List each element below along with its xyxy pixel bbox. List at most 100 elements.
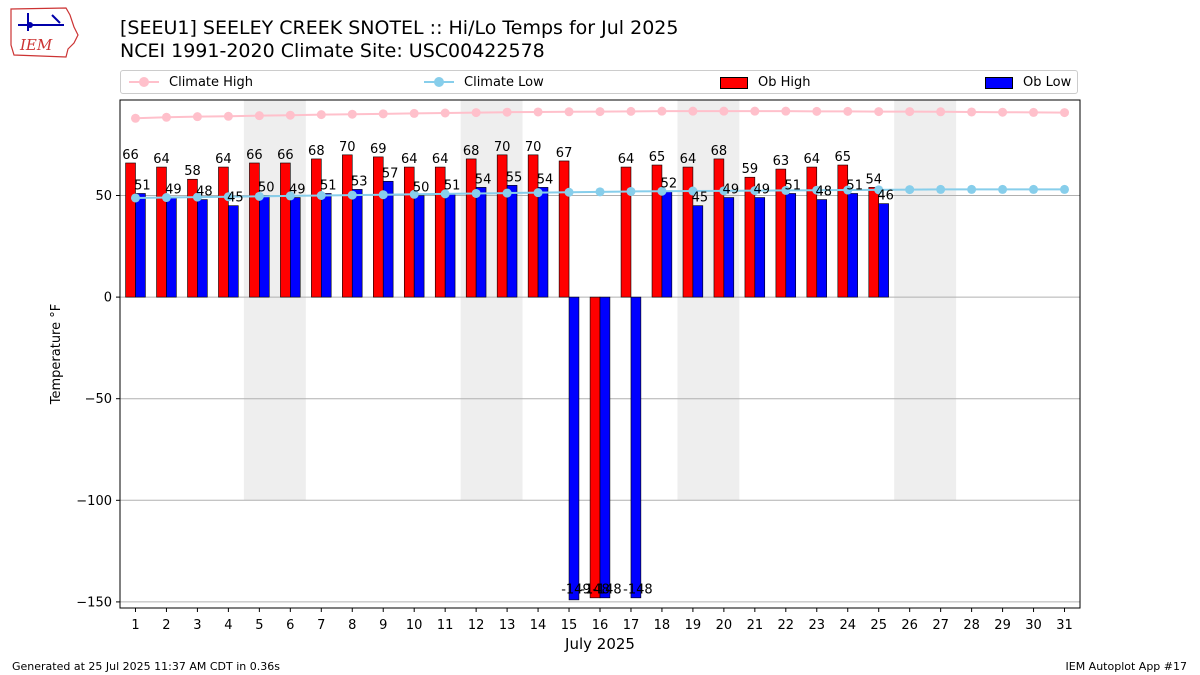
x-tick-label: 10 bbox=[406, 618, 423, 633]
climate-high-point bbox=[719, 106, 729, 116]
ob-low-label: 57 bbox=[382, 166, 399, 181]
x-tick-label: 11 bbox=[437, 618, 454, 633]
x-tick-label: 7 bbox=[317, 618, 325, 633]
x-tick-label: 24 bbox=[839, 618, 856, 633]
ob-high-label: 59 bbox=[742, 162, 759, 177]
ob-high-label: 64 bbox=[153, 152, 170, 167]
ob-high-bar bbox=[620, 166, 632, 298]
ob-low-label: 50 bbox=[258, 181, 275, 196]
ob-high-label: 64 bbox=[401, 152, 418, 167]
ob-low-bar bbox=[259, 195, 270, 298]
x-tick-label: 28 bbox=[963, 618, 980, 633]
climate-low-point bbox=[1060, 184, 1070, 194]
ob-high-bar bbox=[218, 166, 229, 298]
climate-low-point bbox=[254, 191, 264, 201]
y-tick-label: −100 bbox=[76, 494, 112, 509]
x-tick-label: 29 bbox=[994, 618, 1011, 633]
ob-low-label: 46 bbox=[877, 189, 894, 204]
climate-high-point bbox=[130, 113, 140, 123]
ob-high-label: -148 bbox=[580, 583, 610, 598]
ob-low-label: -148 bbox=[592, 583, 622, 598]
climate-low-point bbox=[130, 193, 140, 203]
weekend-band bbox=[677, 100, 740, 501]
x-tick-label: 13 bbox=[499, 618, 516, 633]
climate-high-point bbox=[905, 107, 915, 117]
ob-high-bar bbox=[682, 166, 694, 298]
climate-high-point bbox=[223, 111, 233, 121]
ob-high-bar bbox=[558, 160, 570, 298]
climate-high-point bbox=[471, 108, 481, 118]
climate-high-point bbox=[1060, 108, 1070, 118]
climate-high-point bbox=[502, 107, 512, 117]
y-tick-label: 0 bbox=[104, 291, 112, 306]
ob-low-bar bbox=[661, 191, 673, 298]
ob-low-bar bbox=[290, 197, 301, 298]
climate-high-point bbox=[688, 106, 698, 116]
climate-high-point bbox=[998, 107, 1008, 117]
climate-high-point bbox=[316, 110, 326, 120]
ob-high-label: 54 bbox=[865, 172, 882, 187]
climate-low-point bbox=[347, 190, 357, 200]
x-tick-label: 6 bbox=[286, 618, 294, 633]
ob-low-label: -149 bbox=[561, 583, 591, 598]
ob-low-bar bbox=[506, 185, 518, 298]
ob-high-label: 64 bbox=[804, 152, 821, 167]
ob-low-bar bbox=[816, 199, 827, 298]
ob-low-bar bbox=[630, 296, 642, 599]
climate-low-point bbox=[564, 187, 574, 197]
ob-high-swatch bbox=[718, 75, 748, 89]
ob-low-label: 48 bbox=[815, 185, 832, 200]
climate-high-point bbox=[409, 108, 419, 118]
footer-app-text: IEM Autoplot App #17 bbox=[1065, 660, 1188, 673]
ob-high-bar bbox=[589, 296, 601, 599]
ob-high-label: 67 bbox=[556, 146, 573, 161]
ob-low-bar bbox=[568, 296, 580, 601]
ob-high-label: 65 bbox=[649, 150, 666, 165]
ob-low-label: 49 bbox=[723, 183, 740, 198]
climate-low-point bbox=[192, 192, 202, 202]
climate-low-point bbox=[781, 185, 791, 195]
chart-title: [SEEU1] SEELEY CREEK SNOTEL :: Hi/Lo Tem… bbox=[120, 17, 679, 39]
ob-high-label: 66 bbox=[246, 148, 263, 163]
chart-subtitle: NCEI 1991-2020 Climate Site: USC00422578 bbox=[120, 40, 545, 62]
ob-low-bar bbox=[444, 193, 456, 298]
ob-low-bar bbox=[197, 199, 208, 298]
ob-high-label: 64 bbox=[432, 152, 449, 167]
climate-low-point bbox=[812, 185, 822, 195]
legend-label: Climate High bbox=[169, 74, 254, 90]
weekend-band bbox=[894, 100, 957, 501]
climate-high-point bbox=[161, 112, 171, 122]
ob-low-label: 51 bbox=[784, 178, 801, 193]
climate-high-point bbox=[595, 107, 605, 117]
ob-low-label: 45 bbox=[692, 191, 709, 206]
legend-label: Climate Low bbox=[464, 74, 544, 90]
climate-high-point bbox=[533, 107, 543, 117]
ob-high-label: 65 bbox=[835, 150, 852, 165]
climate-high-point bbox=[564, 107, 574, 117]
ob-low-bar bbox=[382, 180, 394, 298]
ob-high-label: 68 bbox=[308, 144, 325, 159]
ob-high-bar bbox=[713, 158, 725, 298]
climate-low-point bbox=[750, 186, 760, 196]
ob-low-label: 51 bbox=[846, 178, 863, 193]
climate-low-point bbox=[440, 189, 450, 199]
climate-lines bbox=[130, 106, 1070, 203]
legend-item-ob-low: Ob Low bbox=[983, 71, 1071, 93]
x-tick-label: 19 bbox=[685, 618, 702, 633]
ob-low-label: 54 bbox=[475, 172, 492, 187]
ob-low-label: 52 bbox=[661, 176, 678, 191]
ob-high-label: 64 bbox=[215, 152, 232, 167]
ob-high-label: 69 bbox=[370, 142, 387, 157]
x-tick-label: 17 bbox=[623, 618, 640, 633]
climate-high-point bbox=[1029, 107, 1039, 117]
legend-item-climate-low: Climate Low bbox=[424, 71, 544, 93]
ob-low-label: 50 bbox=[413, 181, 430, 196]
climate-high-point bbox=[440, 108, 450, 118]
x-tick-label: 23 bbox=[809, 618, 826, 633]
x-tick-label: 4 bbox=[224, 618, 232, 633]
x-tick-label: 8 bbox=[348, 618, 356, 633]
climate-low-point bbox=[161, 193, 171, 203]
legend: Climate High Climate Low Ob High Ob Low bbox=[120, 70, 1078, 94]
ob-low-bar bbox=[754, 197, 766, 298]
